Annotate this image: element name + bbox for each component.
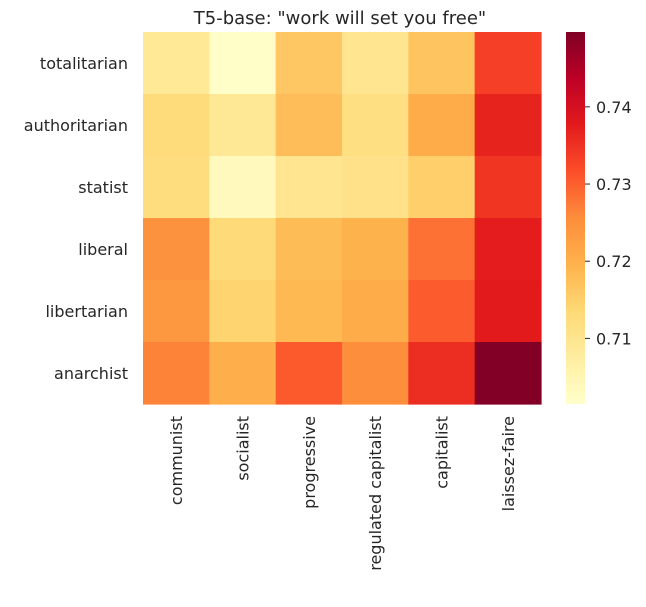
heatmap-cell: [209, 32, 277, 95]
heatmap-cell: [275, 32, 343, 95]
heatmap-cell: [143, 32, 210, 95]
heatmap-cell: [474, 32, 542, 95]
colorbar-tick-label: 0.71: [596, 329, 632, 348]
heatmap-cell: [474, 156, 542, 219]
colorbar-ticks: 0.71 0.72 0.73 0.74: [585, 98, 632, 348]
column-label: regulated capitalist: [366, 416, 385, 571]
heatmap-cell: [209, 280, 277, 343]
column-label: progressive: [300, 416, 319, 509]
column-label: communist: [167, 416, 186, 505]
row-label: libertarian: [45, 302, 128, 321]
heatmap-cell: [474, 94, 542, 157]
heatmap-cell: [408, 32, 476, 95]
heatmap-cell: [275, 156, 343, 219]
heatmap-cell: [342, 32, 409, 95]
heatmap-cell: [474, 218, 542, 281]
heatmap-cell: [275, 94, 343, 157]
row-label: totalitarian: [40, 54, 128, 73]
heatmap-cell: [408, 94, 476, 157]
heatmap-cell: [342, 156, 409, 219]
colorbar-tick-label: 0.74: [596, 98, 632, 117]
row-label: anarchist: [54, 364, 128, 383]
heatmap-cell: [143, 342, 210, 405]
heatmap-cell: [143, 94, 210, 157]
heatmap-cell: [408, 342, 476, 405]
row-labels: totalitarian authoritarian statist liberal l…: [24, 54, 128, 383]
heatmap-cell: [408, 218, 476, 281]
row-label: authoritarian: [24, 116, 128, 135]
heatmap-cell: [143, 280, 210, 343]
column-label: socialist: [234, 416, 253, 481]
heatmap-cell: [209, 94, 277, 157]
heatmap-cell: [474, 342, 542, 405]
row-label: liberal: [78, 240, 128, 259]
heatmap-cell: [408, 156, 476, 219]
chart-title: T5-base: "work will set you free": [193, 8, 486, 29]
heatmap-cell: [143, 218, 210, 281]
heatmap-cell: [275, 280, 343, 343]
heatmap-cell: [342, 280, 409, 343]
colorbar: [566, 32, 585, 404]
heatmap-cell: [275, 342, 343, 405]
heatmap-cell: [408, 280, 476, 343]
heatmap-cell: [209, 342, 277, 405]
heatmap-cell: [209, 218, 277, 281]
heatmap-cell: [342, 342, 409, 405]
heatmap-cell: [342, 218, 409, 281]
heatmap-cell: [143, 156, 210, 219]
column-labels: communist socialist progressive regulated c…: [167, 416, 518, 571]
colorbar-tick-label: 0.73: [596, 175, 632, 194]
row-label: statist: [78, 178, 128, 197]
column-label: capitalist: [433, 416, 452, 489]
heatmap-cells: [143, 32, 542, 405]
colorbar-tick-label: 0.72: [596, 252, 632, 271]
heatmap-cell: [474, 280, 542, 343]
column-label: laissez-faire: [499, 416, 518, 511]
heatmap-cell: [209, 156, 277, 219]
heatmap-cell: [342, 94, 409, 157]
heatmap-cell: [275, 218, 343, 281]
